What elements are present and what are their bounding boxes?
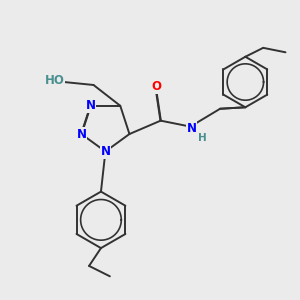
Text: N: N xyxy=(76,128,86,140)
Text: HO: HO xyxy=(45,74,65,87)
Text: H: H xyxy=(199,133,207,143)
Text: N: N xyxy=(100,145,110,158)
Text: N: N xyxy=(85,99,96,112)
Text: N: N xyxy=(187,122,197,135)
Text: O: O xyxy=(151,80,161,93)
